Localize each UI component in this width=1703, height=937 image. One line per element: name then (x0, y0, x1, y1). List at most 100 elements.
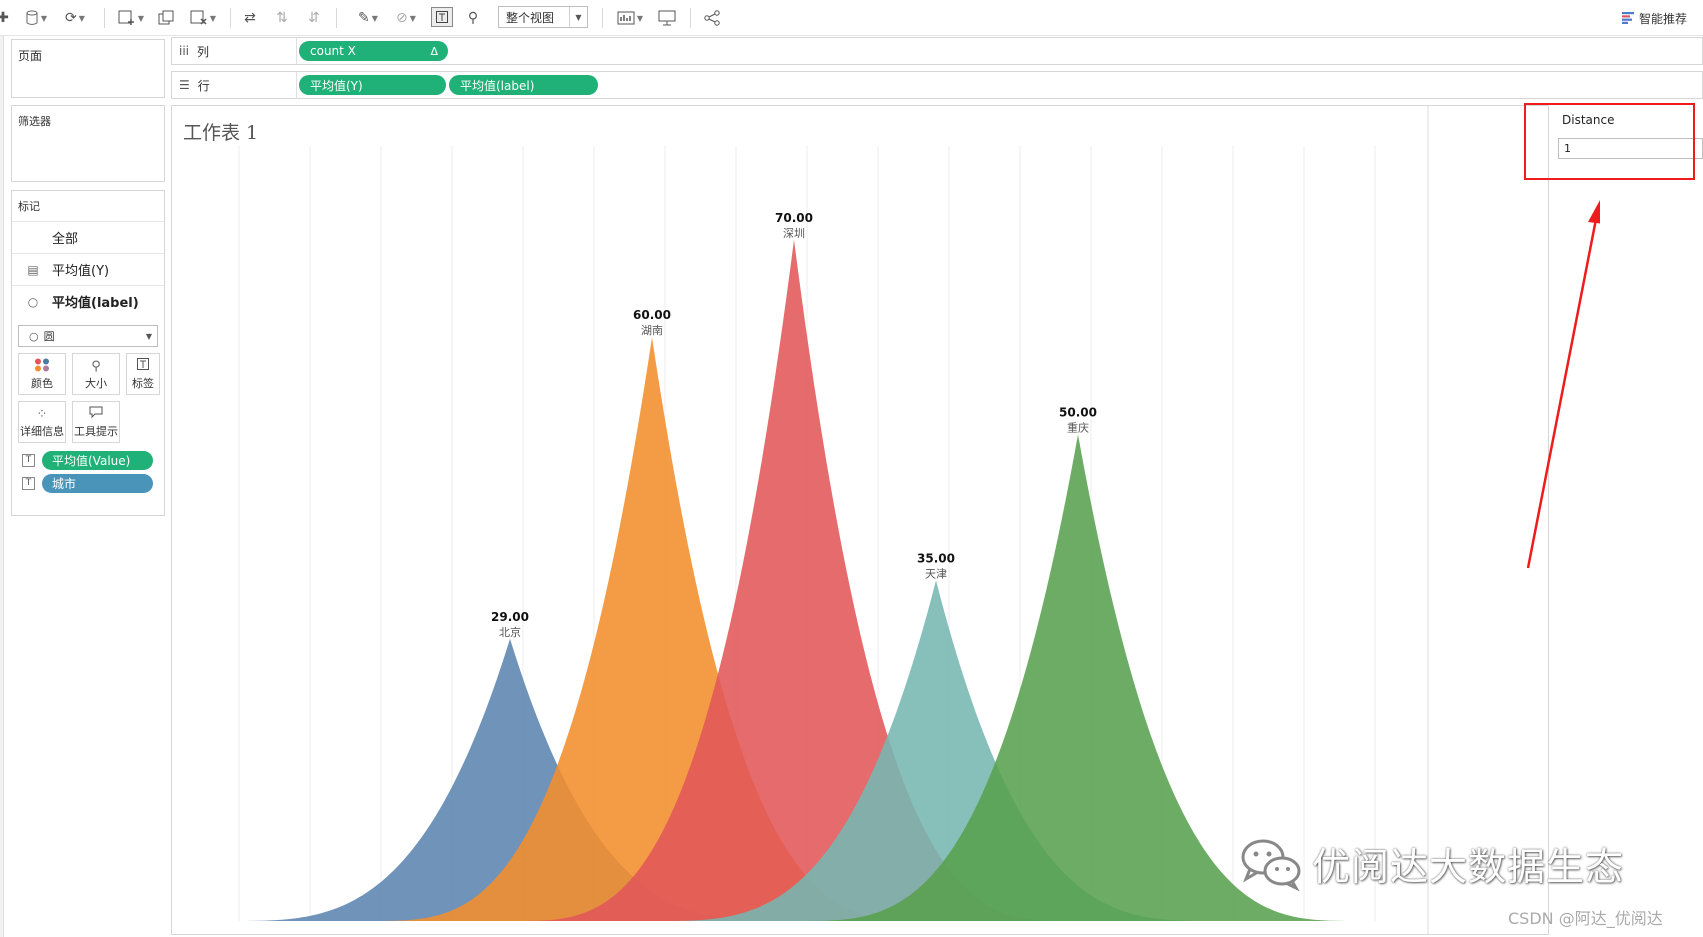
pages-title: 页面 (18, 49, 43, 63)
show-me-icon[interactable]: ▼ (614, 7, 646, 29)
marks-layer-label-tab[interactable]: ○ 平均值(label) (12, 285, 164, 317)
area-peak-4[interactable] (656, 580, 1216, 921)
detail-button[interactable]: ⁘ 详细信息 (18, 401, 66, 443)
view-mode-value: 整个视图 (506, 10, 555, 25)
marks-all-label: 全部 (52, 232, 79, 247)
highlight-box (1524, 103, 1695, 180)
smart-recommend-button[interactable]: 智能推荐 (1621, 7, 1687, 29)
distance-parameter: Distance (1552, 102, 1703, 178)
color-dots-icon (34, 358, 50, 375)
rows-label-text: 行 (197, 78, 210, 93)
mark-type-select[interactable]: ○ 圆 ▼ (18, 325, 158, 347)
area-peak-3[interactable] (514, 239, 1074, 921)
group-icon[interactable]: ⊘ ▼ (396, 10, 416, 26)
circle-icon: ○ (29, 330, 39, 343)
marks-all-tab[interactable]: 全部 (12, 221, 164, 253)
city-label: 湖南 (641, 324, 663, 337)
share-icon[interactable] (702, 7, 722, 29)
value-field-pill[interactable]: 平均值(Value) (42, 451, 153, 470)
city-label: 天津 (925, 567, 947, 580)
csdn-credit: CSDN @阿达_优阅达 (1508, 909, 1663, 928)
watermark: 优阅达大数据生态 (1238, 835, 1624, 891)
color-button[interactable]: 颜色 (18, 353, 66, 395)
rows-shelf[interactable]: ☰ 行 平均值(Y) 平均值(label) (171, 71, 1703, 99)
avg-y-pill[interactable]: 平均值(Y) (299, 75, 446, 95)
area-peak-1[interactable] (230, 638, 790, 921)
mark-type-value: 圆 (43, 330, 55, 343)
chevron-down-icon: ▼ (569, 7, 587, 27)
highlight-icon[interactable]: ✎ ▼ (358, 10, 378, 26)
worksheet-view[interactable]: 工作表 1 29.00 北京 60.00 湖南 70.00 深圳 35.00 天津 50.00 重… (171, 105, 1549, 935)
size-icon: ⚲ (91, 358, 101, 374)
swap-icon[interactable]: ⇄ (244, 10, 256, 26)
marks-layer-y-tab[interactable]: ▤ 平均值(Y) (12, 253, 164, 285)
marks-buttons: 颜色 ⚲ 大小 标签 ⁘ 详细信息 工具提示 (12, 353, 164, 449)
rows-shelf-label: ☰ 行 (172, 72, 297, 98)
tooltip-button[interactable]: 工具提示 (72, 401, 120, 443)
marks-title: 标记 (18, 200, 40, 213)
city-label: 深圳 (783, 227, 805, 240)
size-button[interactable]: ⚲ 大小 (72, 353, 120, 395)
sort-asc-icon[interactable]: ⇅ (276, 10, 288, 26)
smart-recommend-label: 智能推荐 (1638, 11, 1687, 26)
text-mark-icon: T (22, 477, 35, 490)
presentation-icon[interactable] (656, 7, 678, 29)
red-arrow-annotation (1526, 200, 1600, 569)
sort-desc-icon[interactable]: ⇵ (308, 10, 320, 26)
avg-y-pill-label: 平均值(Y) (310, 78, 363, 93)
wechat-icon (1241, 839, 1301, 891)
toolbar: ✚ ▼ ⟳ ▼ ▼ ▼ ⇄ ⇅ ⇵ ✎ ▼ ⊘ ▼ ⚲ 整个视图 ▼ ▼ 智能推荐 (0, 0, 1703, 36)
clear-sheet-icon[interactable]: ▼ (186, 7, 220, 29)
pin-icon[interactable]: ⚲ (467, 10, 479, 26)
value-label: 35.00 (917, 551, 955, 565)
columns-label-text: 列 (197, 44, 210, 59)
columns-shelf[interactable]: iii 列 count X Δ (171, 37, 1703, 65)
count-x-pill[interactable]: count X Δ (299, 41, 448, 61)
marks-layer-label-label: 平均值(label) (52, 296, 139, 311)
city-field-pill[interactable]: 城市 (42, 474, 153, 493)
left-edge-strip (0, 36, 4, 937)
filters-card[interactable]: 筛选器 (11, 105, 165, 182)
area-peak-5[interactable] (798, 434, 1358, 922)
marks-layer-y-label: 平均值(Y) (52, 264, 110, 279)
size-label: 大小 (85, 376, 107, 390)
filters-title: 筛选器 (18, 115, 51, 128)
marks-field-city: T 城市 (12, 472, 164, 495)
refresh-icon[interactable]: ⟳ ▼ (65, 10, 85, 26)
pages-card[interactable]: 页面 (11, 39, 165, 98)
parameter-title: Distance (1562, 113, 1615, 127)
tooltip-icon (89, 406, 103, 423)
circle-icon: ○ (27, 294, 39, 309)
area-peak-2[interactable] (372, 337, 932, 921)
detail-dots-icon: ⁘ (36, 406, 48, 422)
distance-input[interactable] (1558, 138, 1703, 159)
area-chart-icon: ▤ (27, 262, 39, 277)
value-label: 50.00 (1059, 406, 1097, 420)
marks-field-value: T 平均值(Value) (12, 449, 164, 472)
color-label: 颜色 (31, 376, 53, 390)
datasource-icon[interactable]: ▼ (22, 7, 50, 29)
duplicate-icon[interactable] (156, 7, 176, 29)
city-label: 北京 (499, 625, 521, 639)
view-mode-select[interactable]: 整个视图 ▼ (498, 6, 588, 28)
label-button[interactable]: 标签 (126, 353, 160, 395)
new-sheet-icon[interactable]: ▼ (114, 7, 148, 29)
rows-icon: ☰ (179, 78, 190, 92)
avg-label-pill[interactable]: 平均值(label) (449, 75, 598, 95)
value-label: 29.00 (491, 610, 529, 624)
show-labels-icon[interactable] (431, 7, 453, 27)
label-label: 标签 (132, 376, 154, 390)
columns-shelf-label: iii 列 (172, 38, 297, 64)
watermark-text: 优阅达大数据生态 (1312, 844, 1625, 889)
delta-icon: Δ (430, 44, 438, 58)
avg-label-pill-label: 平均值(label) (460, 78, 535, 93)
tooltip-label: 工具提示 (74, 424, 118, 438)
columns-icon: iii (179, 44, 190, 58)
label-icon (137, 357, 149, 375)
city-label: 重庆 (1067, 421, 1089, 435)
chevron-down-icon: ▼ (145, 331, 153, 341)
detail-label: 详细信息 (20, 424, 64, 438)
add-icon[interactable]: ✚ (0, 10, 9, 26)
value-label: 60.00 (633, 308, 671, 322)
